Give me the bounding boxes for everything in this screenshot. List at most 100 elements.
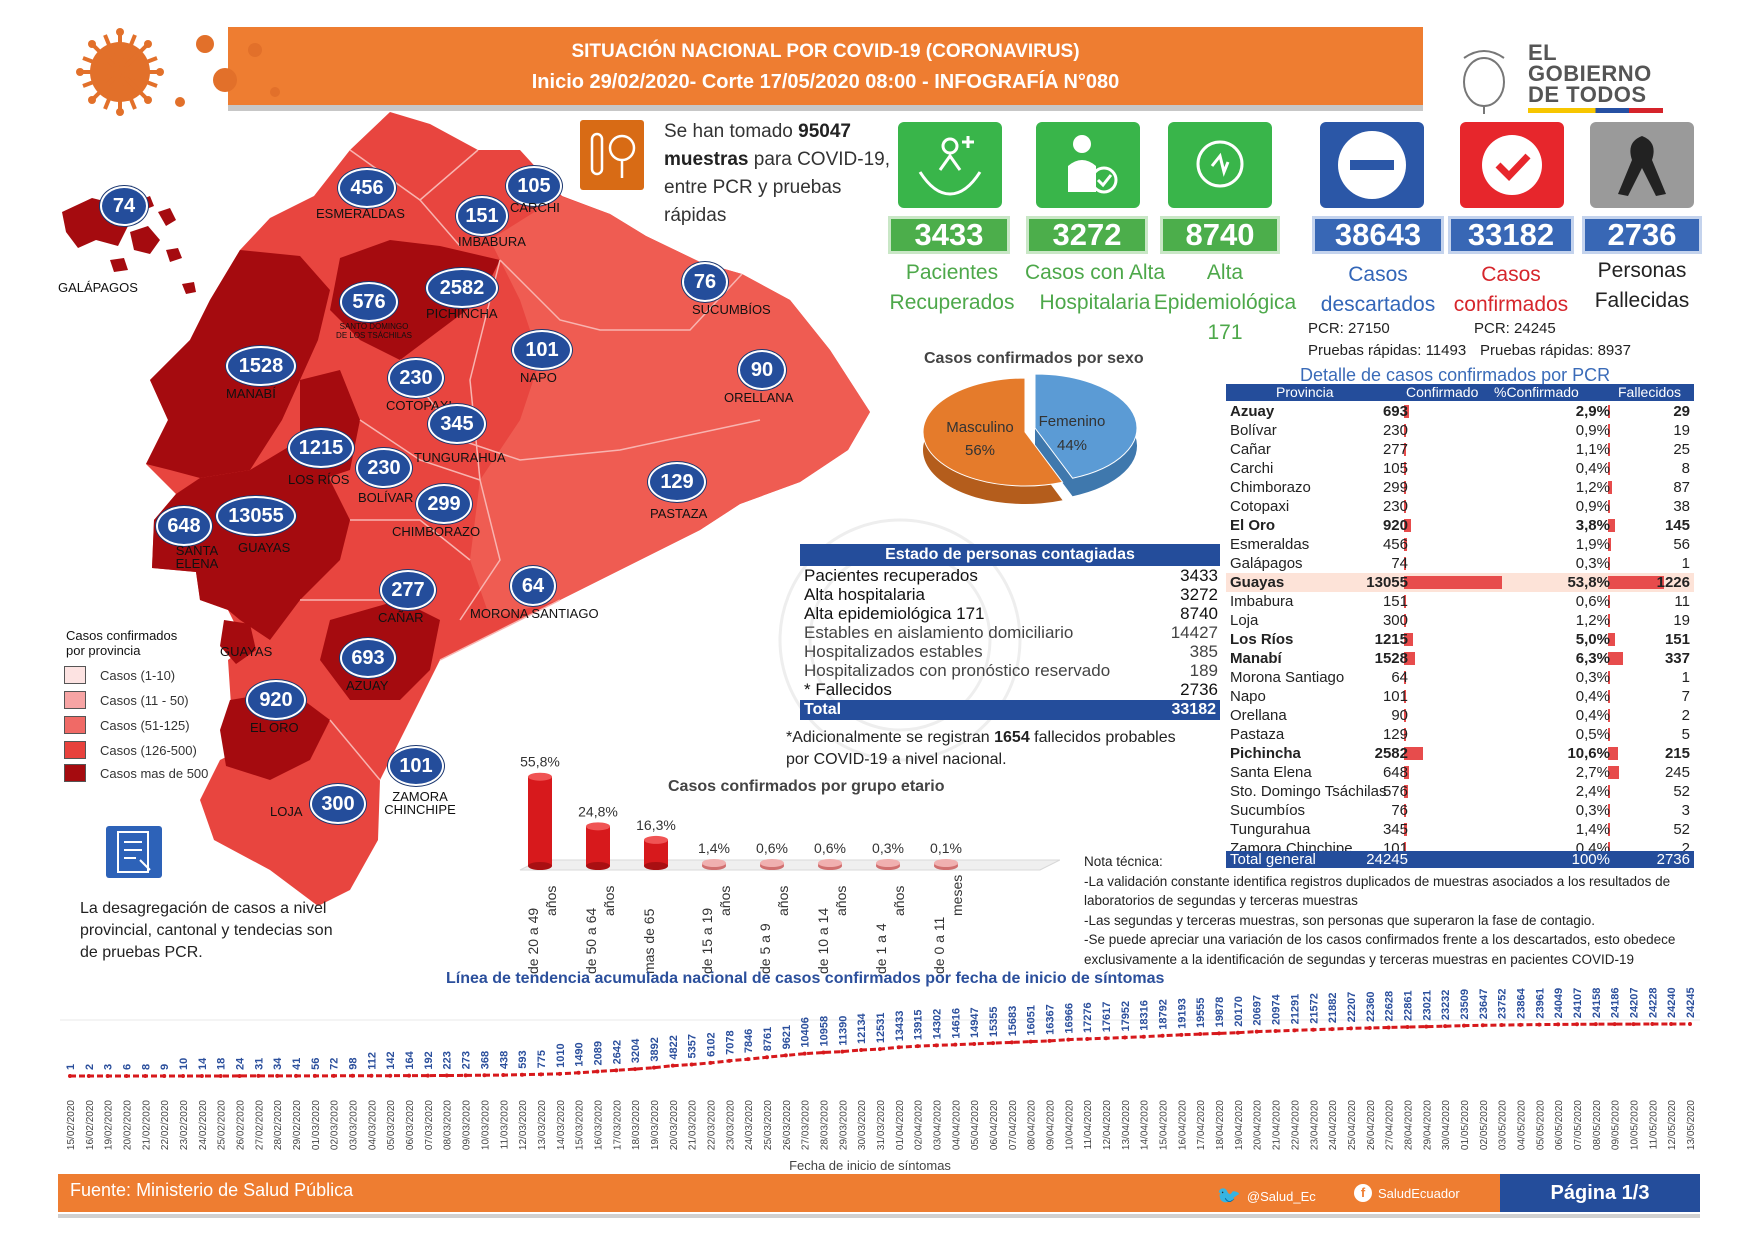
confirmed-bar <box>1404 557 1406 570</box>
trend-point <box>953 1042 958 1047</box>
province-deaths: 3 <box>1681 802 1690 819</box>
legend-label: Casos mas de 500 <box>100 765 209 781</box>
trend-value-label: 6 <box>122 1064 134 1070</box>
age-bar <box>528 772 552 870</box>
pcr-table-title: Detalle de casos confirmados por PCR <box>1300 365 1611 385</box>
age-category-label: de 1 a 4 <box>873 923 889 974</box>
trend-value-label: 10 <box>178 1058 190 1070</box>
province-row: Los Ríos 1215 5,0% 151 <box>1226 630 1694 649</box>
province-row: Sto. Domingo Tsáchilas 576 2,4% 52 <box>1226 782 1694 801</box>
province-name: Esmeraldas <box>1230 536 1310 553</box>
trend-point <box>444 1073 449 1078</box>
trend-point <box>520 1072 525 1077</box>
deaths-bar <box>1608 652 1624 665</box>
facebook-handle: SaludEcuador <box>1378 1185 1460 1201</box>
trend-date-label: 18/04/2020 <box>1215 1100 1226 1150</box>
status-total-value: 33182 <box>1171 701 1217 718</box>
confirmed-bar <box>1404 709 1406 722</box>
deaths-bar <box>1608 557 1610 570</box>
col-confirmado: Confirmado <box>1406 384 1479 400</box>
confirmed-pcr: PCR: 24245 <box>1474 320 1556 337</box>
discarded-pcr: PCR: 27150 <box>1308 320 1390 337</box>
trend-value-label: 24228 <box>1647 987 1659 1018</box>
bubble-chimborazo: 299 <box>416 484 472 524</box>
trend-date-label: 28/02/2020 <box>273 1100 284 1150</box>
ecuador-coat-of-arms-icon <box>1463 50 1505 114</box>
trend-date-label: 12/05/2020 <box>1667 1100 1678 1150</box>
trend-value-label: 23509 <box>1459 989 1471 1020</box>
label-guayas: GUAYAS <box>238 540 291 555</box>
trend-point <box>802 1051 807 1056</box>
province-deaths: 151 <box>1664 631 1690 648</box>
trend-value-label: 13433 <box>894 1011 906 1042</box>
probable-line-2: por COVID-19 a nivel nacional. <box>786 751 1007 768</box>
age-category-label-line-2: años <box>717 886 733 916</box>
trend-value-label: 4822 <box>668 1035 680 1059</box>
footer-source-label: Fuente: <box>70 1180 132 1200</box>
trend-value-label: 12134 <box>856 1013 868 1044</box>
trend-value-label: 24186 <box>1610 988 1622 1019</box>
trend-date-label: 20/03/2020 <box>669 1100 680 1150</box>
facebook-link[interactable]: f SaludEcuador <box>1354 1184 1460 1202</box>
confirmed-bar <box>1404 728 1406 741</box>
status-label: Alta hospitalaria <box>804 585 925 604</box>
bubble-zamora-chinchipe: 101 <box>388 746 444 786</box>
deaths-bar <box>1608 443 1610 456</box>
pie-pct-femenino: 44% <box>1057 437 1087 454</box>
province-row: Cotopaxi 230 0,9% 38 <box>1226 497 1694 516</box>
province-name: Imbabura <box>1230 593 1294 610</box>
province-name: Manabí <box>1230 650 1282 667</box>
hospital-discharge-value: 3272 <box>1026 216 1148 254</box>
check-circle-icon <box>1460 122 1564 208</box>
logo-line-1: EL <box>1528 40 1558 65</box>
samples-rest: para COVID-19, entre PCR y pruebas rápid… <box>664 149 891 226</box>
province-row: Carchi 105 0,4% 8 <box>1226 459 1694 478</box>
bubble-pichincha: 2582 <box>426 268 498 308</box>
status-value: 2736 <box>1180 680 1218 699</box>
province-name: Azuay <box>1230 403 1275 420</box>
province-row: Morona Santiago 64 0,3% 1 <box>1226 668 1694 687</box>
province-name: Pastaza <box>1230 726 1285 743</box>
pcr-disaggregation-note: La desagregación de casos a nivel provin… <box>80 900 333 961</box>
trend-date-label: 13/05/2020 <box>1686 1100 1697 1150</box>
el-oro-region <box>220 690 330 780</box>
age-category-label: mas de 65 <box>641 908 657 974</box>
trend-date-label: 11/05/2020 <box>1648 1100 1659 1150</box>
legend-label: Casos (51-125) <box>100 717 190 733</box>
province-deaths: 2 <box>1681 840 1690 857</box>
trend-value-label: 20974 <box>1271 994 1283 1025</box>
discarded-label-line-1: Casos <box>1348 263 1408 286</box>
header-banner: SITUACIÓN NACIONAL POR COVID-19 (CORONAV… <box>228 27 1423 111</box>
deaths-bar <box>1608 728 1610 741</box>
trend-point <box>1160 1033 1165 1038</box>
province-pct: 0,9% <box>1575 498 1610 515</box>
confirmed-bar <box>1404 614 1407 627</box>
trend-value-label: 164 <box>404 1050 416 1069</box>
trend-point <box>859 1047 864 1052</box>
confirmed-bar <box>1404 804 1406 817</box>
recovered-value: 3433 <box>888 216 1010 254</box>
col-fallecidos: Fallecidos <box>1618 384 1682 400</box>
legend-item-4: Casos (126-500) <box>64 741 197 759</box>
twitter-link[interactable]: 🐦 @Salud_Ec <box>1216 1184 1316 1209</box>
trend-date-label: 22/03/2020 <box>706 1100 717 1150</box>
province-row: Pastaza 129 0,5% 5 <box>1226 725 1694 744</box>
confirmed-bar <box>1404 462 1406 475</box>
age-category-label-line-2: años <box>601 886 617 916</box>
discarded-rapid: Pruebas rápidas: 11493 <box>1308 342 1467 359</box>
trend-date-label: 08/04/2020 <box>1027 1100 1038 1150</box>
legend-label: Casos (1-10) <box>100 667 176 683</box>
province-deaths: 29 <box>1673 403 1690 420</box>
trend-date-label: 19/04/2020 <box>1234 1100 1245 1150</box>
trend-point <box>1066 1037 1071 1042</box>
trend-point <box>915 1044 920 1049</box>
epidemiological-discharge-label-line-1: Alta <box>1206 261 1244 284</box>
trend-value-label: 20170 <box>1233 996 1245 1027</box>
trend-value-label: 23864 <box>1515 987 1527 1018</box>
trend-date-label: 28/04/2020 <box>1403 1100 1414 1150</box>
trend-point <box>1273 1029 1278 1034</box>
trend-value-label: 98 <box>348 1058 360 1070</box>
trend-value-label: 12531 <box>875 1013 887 1044</box>
trend-value-label: 22360 <box>1365 991 1377 1022</box>
